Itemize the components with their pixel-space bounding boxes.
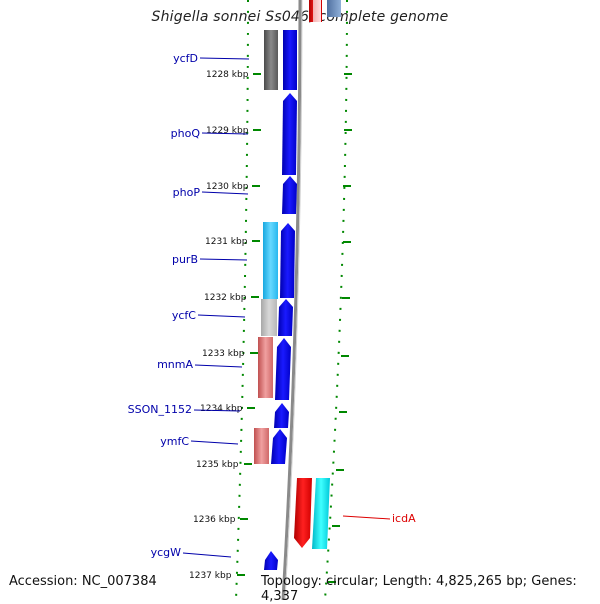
cds-arrow-ymfC [271, 429, 287, 464]
cds-arrow-ycfC [278, 299, 293, 336]
gene-leader-line [197, 314, 246, 318]
gene-leader-line [201, 191, 249, 195]
kbp-tick-label: 1234 kbp [200, 404, 243, 414]
gene-leader-line [199, 57, 250, 60]
gene-leader-line [201, 132, 249, 135]
gene-label-mnmA[interactable]: mnmA [157, 358, 193, 371]
kbp-tick-label: 1235 kbp [196, 460, 239, 470]
gene-label-SSON_1152[interactable]: SSON_1152 [128, 403, 192, 416]
cds-arrow-mnmA [275, 338, 291, 400]
cog-box-ymfC [254, 428, 269, 464]
genome-backbone [281, 0, 302, 600]
cds-arrow-phoQ [282, 93, 297, 175]
gene-leader-line [190, 440, 239, 445]
feature-top-pale [313, 0, 321, 22]
cds-arrow-ycfD [283, 30, 297, 90]
cds-arrow-icdA [294, 478, 312, 548]
gene-label-ymfC[interactable]: ymfC [160, 435, 189, 448]
cog-box-icdA [312, 478, 330, 549]
cog-box-mnmA [258, 337, 273, 398]
accession-text: Accession: NC_007384 [9, 574, 157, 589]
gene-label-icdA[interactable]: icdA [392, 512, 416, 525]
cds-arrow-purB [280, 223, 295, 298]
kbp-tick-label: 1236 kbp [193, 515, 236, 525]
gene-label-ycfD[interactable]: ycfD [173, 52, 198, 65]
gene-label-phoQ[interactable]: phoQ [171, 127, 201, 140]
gene-labels: ycfD phoQ phoP purB ycfC mnmA SSON_1152 ymfC icd… [128, 52, 416, 559]
cog-box-purB [263, 222, 278, 299]
kbp-tick-label: 1228 kbp [206, 70, 249, 80]
ring-dotted-outer-left [235, 0, 249, 600]
gene-leader-line [199, 258, 248, 261]
kbp-tick-label: 1237 kbp [189, 571, 232, 581]
kbp-tick-label: 1230 kbp [206, 182, 249, 192]
cog-box-ycfC [261, 299, 277, 336]
kbp-tick-label: 1231 kbp [205, 237, 248, 247]
feature-top-steel [327, 0, 341, 17]
kbp-tick-label: 1232 kbp [204, 293, 247, 303]
gene-leader-line [194, 364, 243, 368]
gene-label-phoP[interactable]: phoP [173, 186, 201, 199]
right-minor-ticks [328, 73, 352, 583]
kbp-tick-label: 1229 kbp [206, 126, 249, 136]
gene-leader-line [193, 409, 241, 412]
cds-arrow-SSON_1152 [274, 403, 289, 428]
gene-leader-line [342, 515, 391, 520]
cds-arrows [264, 30, 297, 570]
genome-backbone-highlight [284, 0, 303, 600]
cog-box-ycfD [264, 30, 278, 90]
gene-leader-line [182, 552, 232, 558]
kbp-tick-label: 1233 kbp [202, 349, 245, 359]
gene-label-ycgW[interactable]: ycgW [151, 546, 182, 559]
kbp-ticks: 1228 kbp 1229 kbp 1230 kbp 1231 kbp 1232 kbp… [189, 70, 261, 581]
gene-label-ycfC[interactable]: ycfC [172, 309, 196, 322]
gene-label-purB[interactable]: purB [172, 253, 198, 266]
cds-arrow-ycgW [264, 551, 278, 570]
cds-arrow-phoP [282, 176, 297, 214]
